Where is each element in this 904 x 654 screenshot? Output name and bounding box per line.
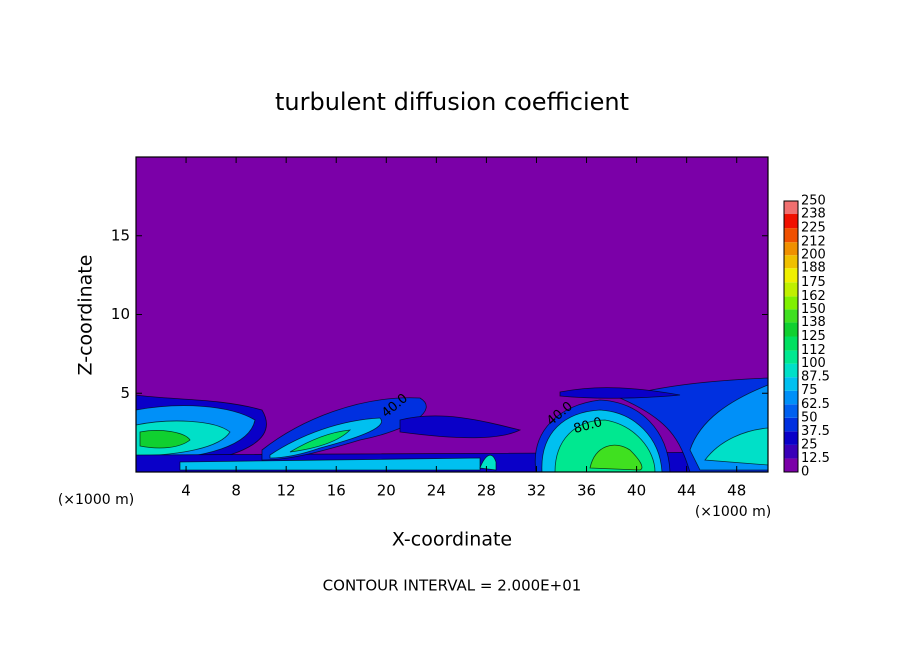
colorbar-band [784,431,798,445]
colorbar-band [784,377,798,391]
colorbar-label: 75 [801,383,818,398]
colorbar-label: 100 [801,356,826,371]
contour-region [399,415,522,439]
colorbar-band [784,214,798,229]
colorbar-band [784,350,798,364]
y-axis-label: Z-coordinate [75,255,97,376]
colorbar-band [784,417,798,432]
colorbar-label: 125 [801,329,826,344]
colorbar-label: 162 [801,289,826,304]
colorbar-band [784,390,798,405]
x-tick-label: 40 [627,482,646,500]
colorbar-band [784,296,798,310]
colorbar-label: 112 [801,343,826,358]
x-tick-label: 28 [477,482,496,500]
contour-region [179,457,481,471]
colorbar-label: 0 [801,465,809,480]
colorbar-band [784,268,798,283]
x-tick-label: 16 [327,482,346,500]
contour-field [135,157,769,473]
contour-region [479,454,497,471]
chart-title: turbulent diffusion coefficient [275,88,629,116]
contour-region [139,430,191,449]
colorbar-label: 138 [801,315,826,330]
colorbar-label: 225 [801,221,826,236]
x-tick-label: 48 [727,482,746,500]
contour-region [559,387,681,399]
colorbar-label: 87.5 [801,370,830,385]
colorbar-band [784,242,798,256]
x-tick-label: 32 [527,482,546,500]
colorbar-frame [783,200,799,473]
colorbar-label: 25 [801,437,818,452]
colorbar-band [784,201,798,215]
colorbar-band [784,336,798,351]
x-tick-label: 12 [277,482,296,500]
colorbar-label: 238 [801,207,826,222]
colorbar-label: 188 [801,261,826,276]
colorbar-band [784,282,798,297]
footer: CONTOUR INTERVAL = 2.000E+01 [323,577,582,595]
colorbar-label: 212 [801,235,826,250]
contour-region [289,429,352,453]
contour-label: 80.0 [572,415,604,437]
x-unit-label: (×1000 m) [695,504,771,520]
colorbar-band [784,322,798,337]
x-tick-label: 24 [427,482,446,500]
colorbar-label: 175 [801,275,826,290]
colorbar-label: 50 [801,410,818,425]
x-tick-label: 44 [677,482,696,500]
y-tick-label: 10 [111,305,130,323]
contour-region [589,444,643,471]
colorbar-band [784,228,798,243]
y-tick-label: 5 [120,384,130,402]
colorbar-band [784,458,798,472]
x-axis-label: X-coordinate [392,529,512,551]
x-tick-label: 4 [181,482,191,500]
colorbar-band [784,444,798,459]
y-tick-label: 15 [111,226,130,244]
colorbar-label: 62.5 [801,397,830,412]
x-tick-label: 8 [231,482,241,500]
colorbar-band [784,363,798,378]
colorbar-label: 200 [801,248,826,263]
x-tick-label: 20 [377,482,396,500]
colorbar-band [784,404,798,418]
x-unit-label: (×1000 m) [58,492,134,508]
colorbar-label: 250 [801,194,826,209]
x-tick-label: 36 [577,482,596,500]
colorbar-label: 150 [801,302,826,317]
colorbar-label: 12.5 [801,451,830,466]
colorbar-band [784,255,798,269]
colorbar-label: 37.5 [801,424,830,439]
colorbar-band [784,309,798,323]
